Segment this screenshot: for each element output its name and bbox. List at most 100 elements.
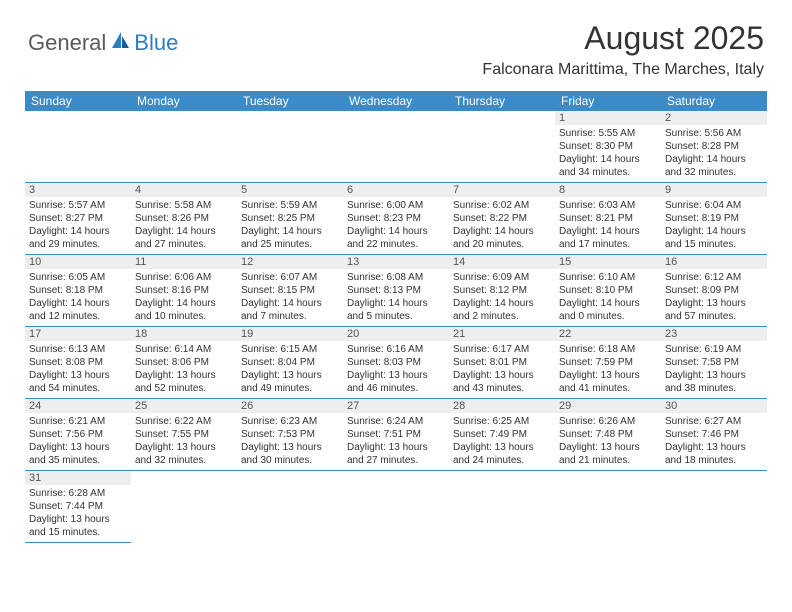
day-number: 8 xyxy=(555,183,661,197)
daylight-text-1: Daylight: 13 hours xyxy=(347,369,445,382)
daylight-text-2: and 41 minutes. xyxy=(559,382,657,395)
daylight-text-1: Daylight: 13 hours xyxy=(241,441,339,454)
sunrise-text: Sunrise: 6:05 AM xyxy=(29,271,127,284)
day-cell: 25Sunrise: 6:22 AMSunset: 7:55 PMDayligh… xyxy=(131,399,237,471)
sunset-text: Sunset: 8:10 PM xyxy=(559,284,657,297)
day-details: Sunrise: 6:00 AMSunset: 8:23 PMDaylight:… xyxy=(343,197,449,254)
empty-cell xyxy=(343,471,449,543)
daylight-text-1: Daylight: 14 hours xyxy=(665,225,763,238)
day-number: 29 xyxy=(555,399,661,413)
day-header: Thursday xyxy=(449,91,555,111)
sunset-text: Sunset: 7:49 PM xyxy=(453,428,551,441)
daylight-text-2: and 7 minutes. xyxy=(241,310,339,323)
daylight-text-2: and 18 minutes. xyxy=(665,454,763,467)
day-header: Monday xyxy=(131,91,237,111)
day-details: Sunrise: 6:09 AMSunset: 8:12 PMDaylight:… xyxy=(449,269,555,326)
day-number: 7 xyxy=(449,183,555,197)
sunrise-text: Sunrise: 6:28 AM xyxy=(29,487,127,500)
sunrise-text: Sunrise: 6:06 AM xyxy=(135,271,233,284)
sunset-text: Sunset: 7:46 PM xyxy=(665,428,763,441)
day-number: 16 xyxy=(661,255,767,269)
day-details: Sunrise: 6:25 AMSunset: 7:49 PMDaylight:… xyxy=(449,413,555,470)
day-details: Sunrise: 6:05 AMSunset: 8:18 PMDaylight:… xyxy=(25,269,131,326)
daylight-text-2: and 25 minutes. xyxy=(241,238,339,251)
daylight-text-1: Daylight: 14 hours xyxy=(559,225,657,238)
week-row: 10Sunrise: 6:05 AMSunset: 8:18 PMDayligh… xyxy=(25,255,767,327)
day-number: 11 xyxy=(131,255,237,269)
empty-cell xyxy=(237,111,343,183)
calendar-body: 1Sunrise: 5:55 AMSunset: 8:30 PMDaylight… xyxy=(25,111,767,543)
day-details: Sunrise: 6:08 AMSunset: 8:13 PMDaylight:… xyxy=(343,269,449,326)
month-title: August 2025 xyxy=(482,20,764,57)
daylight-text-1: Daylight: 13 hours xyxy=(29,441,127,454)
daylight-text-2: and 22 minutes. xyxy=(347,238,445,251)
daylight-text-2: and 49 minutes. xyxy=(241,382,339,395)
daylight-text-2: and 0 minutes. xyxy=(559,310,657,323)
sunset-text: Sunset: 8:09 PM xyxy=(665,284,763,297)
daylight-text-2: and 35 minutes. xyxy=(29,454,127,467)
day-details: Sunrise: 6:23 AMSunset: 7:53 PMDaylight:… xyxy=(237,413,343,470)
sunset-text: Sunset: 8:22 PM xyxy=(453,212,551,225)
sunrise-text: Sunrise: 5:57 AM xyxy=(29,199,127,212)
day-details: Sunrise: 6:06 AMSunset: 8:16 PMDaylight:… xyxy=(131,269,237,326)
day-cell: 3Sunrise: 5:57 AMSunset: 8:27 PMDaylight… xyxy=(25,183,131,255)
empty-cell xyxy=(131,471,237,543)
logo: General Blue xyxy=(28,30,178,56)
day-cell: 10Sunrise: 6:05 AMSunset: 8:18 PMDayligh… xyxy=(25,255,131,327)
daylight-text-2: and 24 minutes. xyxy=(453,454,551,467)
empty-cell xyxy=(237,471,343,543)
sunset-text: Sunset: 7:58 PM xyxy=(665,356,763,369)
day-header: Wednesday xyxy=(343,91,449,111)
day-number: 13 xyxy=(343,255,449,269)
day-details: Sunrise: 6:19 AMSunset: 7:58 PMDaylight:… xyxy=(661,341,767,398)
day-number: 15 xyxy=(555,255,661,269)
day-header: Friday xyxy=(555,91,661,111)
day-cell: 9Sunrise: 6:04 AMSunset: 8:19 PMDaylight… xyxy=(661,183,767,255)
day-number: 26 xyxy=(237,399,343,413)
daylight-text-2: and 38 minutes. xyxy=(665,382,763,395)
daylight-text-1: Daylight: 13 hours xyxy=(453,369,551,382)
daylight-text-1: Daylight: 13 hours xyxy=(559,441,657,454)
daylight-text-2: and 30 minutes. xyxy=(241,454,339,467)
daylight-text-1: Daylight: 13 hours xyxy=(241,369,339,382)
calendar-table: Sunday Monday Tuesday Wednesday Thursday… xyxy=(25,91,767,543)
daylight-text-1: Daylight: 14 hours xyxy=(453,297,551,310)
daylight-text-2: and 10 minutes. xyxy=(135,310,233,323)
sunrise-text: Sunrise: 6:14 AM xyxy=(135,343,233,356)
daylight-text-1: Daylight: 14 hours xyxy=(29,297,127,310)
day-details: Sunrise: 6:16 AMSunset: 8:03 PMDaylight:… xyxy=(343,341,449,398)
week-row: 31Sunrise: 6:28 AMSunset: 7:44 PMDayligh… xyxy=(25,471,767,543)
sunset-text: Sunset: 8:04 PM xyxy=(241,356,339,369)
day-details: Sunrise: 5:57 AMSunset: 8:27 PMDaylight:… xyxy=(25,197,131,254)
daylight-text-2: and 34 minutes. xyxy=(559,166,657,179)
empty-cell xyxy=(25,111,131,183)
header: General Blue August 2025 Falconara Marit… xyxy=(0,0,792,91)
day-number: 19 xyxy=(237,327,343,341)
day-details: Sunrise: 6:02 AMSunset: 8:22 PMDaylight:… xyxy=(449,197,555,254)
sunrise-text: Sunrise: 6:09 AM xyxy=(453,271,551,284)
day-number: 18 xyxy=(131,327,237,341)
sunset-text: Sunset: 8:23 PM xyxy=(347,212,445,225)
daylight-text-1: Daylight: 13 hours xyxy=(665,297,763,310)
sunset-text: Sunset: 8:28 PM xyxy=(665,140,763,153)
sunset-text: Sunset: 8:30 PM xyxy=(559,140,657,153)
daylight-text-1: Daylight: 14 hours xyxy=(29,225,127,238)
sunset-text: Sunset: 7:51 PM xyxy=(347,428,445,441)
day-number: 9 xyxy=(661,183,767,197)
day-cell: 31Sunrise: 6:28 AMSunset: 7:44 PMDayligh… xyxy=(25,471,131,543)
sunrise-text: Sunrise: 6:00 AM xyxy=(347,199,445,212)
sunrise-text: Sunrise: 6:16 AM xyxy=(347,343,445,356)
day-cell: 28Sunrise: 6:25 AMSunset: 7:49 PMDayligh… xyxy=(449,399,555,471)
day-number: 22 xyxy=(555,327,661,341)
day-cell: 11Sunrise: 6:06 AMSunset: 8:16 PMDayligh… xyxy=(131,255,237,327)
week-row: 3Sunrise: 5:57 AMSunset: 8:27 PMDaylight… xyxy=(25,183,767,255)
sunrise-text: Sunrise: 5:59 AM xyxy=(241,199,339,212)
sunset-text: Sunset: 7:44 PM xyxy=(29,500,127,513)
day-cell: 24Sunrise: 6:21 AMSunset: 7:56 PMDayligh… xyxy=(25,399,131,471)
daylight-text-2: and 27 minutes. xyxy=(347,454,445,467)
day-number: 6 xyxy=(343,183,449,197)
daylight-text-2: and 32 minutes. xyxy=(665,166,763,179)
daylight-text-1: Daylight: 14 hours xyxy=(453,225,551,238)
day-cell: 26Sunrise: 6:23 AMSunset: 7:53 PMDayligh… xyxy=(237,399,343,471)
daylight-text-1: Daylight: 14 hours xyxy=(559,297,657,310)
